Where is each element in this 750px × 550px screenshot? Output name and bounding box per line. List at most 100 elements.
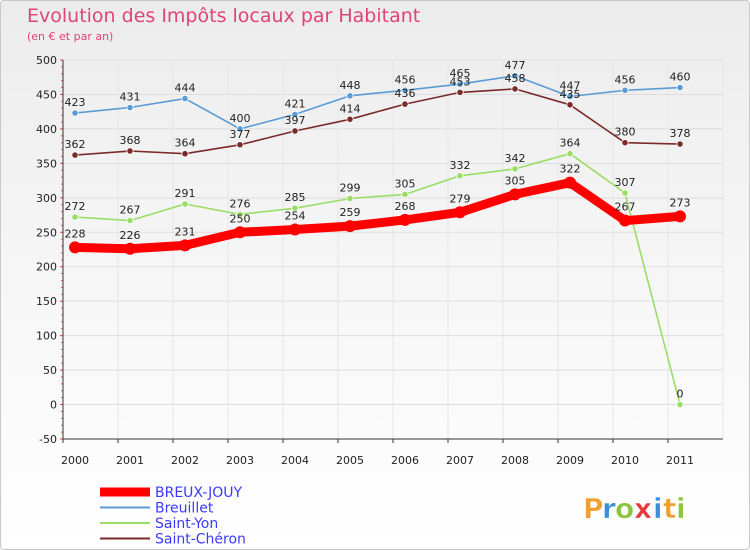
value-label-breux-jouy: 268 — [395, 200, 416, 213]
point-saint-ch-ron — [181, 150, 189, 158]
y-tick-label: 300 — [36, 192, 57, 205]
value-label-saint-ch-ron: 377 — [230, 128, 251, 141]
value-label-saint-ch-ron: 364 — [175, 137, 196, 150]
y-tick-label: -50 — [39, 433, 57, 446]
value-label-saint-yon: 0 — [677, 388, 684, 401]
point-saint-ch-ron — [456, 88, 464, 96]
series-line-saint-ch-ron — [74, 88, 681, 156]
point-breux-jouy — [509, 188, 521, 201]
series-layer — [69, 72, 686, 409]
point-breux-jouy — [289, 223, 301, 236]
value-label-saint-yon: 272 — [65, 200, 86, 213]
value-label-saint-ch-ron: 435 — [560, 88, 581, 101]
series-line-breuillet — [74, 75, 681, 130]
value-label-breuillet: 444 — [175, 82, 196, 95]
y-tick-label: 400 — [36, 123, 57, 136]
value-label-breux-jouy: 228 — [65, 227, 86, 240]
value-label-breuillet: 465 — [450, 67, 471, 80]
point-breuillet — [401, 86, 409, 94]
value-label-saint-yon: 276 — [230, 197, 251, 210]
proxiti-logo: Pr o x i t i — [583, 492, 686, 526]
logo-letter: t — [663, 492, 676, 525]
legend-label-saint-yon: Saint-Yon — [155, 516, 218, 532]
x-tick-label: 2002 — [171, 454, 199, 467]
point-breux-jouy — [179, 239, 191, 252]
y-tick-label: 450 — [36, 88, 57, 101]
logo-letter: i — [676, 492, 686, 525]
y-tick-label: 50 — [43, 364, 57, 377]
point-breux-jouy — [124, 242, 136, 255]
value-label-saint-yon: 305 — [395, 177, 416, 190]
value-label-breux-jouy: 322 — [560, 163, 581, 176]
value-label-saint-yon: 291 — [175, 187, 196, 200]
point-saint-ch-ron — [126, 147, 134, 155]
value-label-saint-yon: 342 — [505, 152, 526, 165]
x-tick-label: 2001 — [116, 454, 144, 467]
logo-letter: o — [615, 492, 634, 525]
point-saint-ch-ron — [236, 141, 244, 149]
x-tick-label: 2006 — [391, 454, 419, 467]
point-saint-yon — [511, 165, 519, 173]
value-label-saint-yon: 267 — [120, 204, 141, 217]
value-label-saint-ch-ron: 458 — [505, 72, 526, 85]
point-saint-yon — [676, 400, 684, 409]
value-label-saint-ch-ron: 368 — [120, 134, 141, 147]
point-breuillet — [456, 80, 464, 88]
point-breux-jouy — [399, 213, 411, 226]
value-label-breux-jouy: 231 — [175, 225, 196, 238]
value-label-saint-ch-ron: 378 — [670, 127, 691, 140]
point-breux-jouy — [69, 241, 81, 254]
value-label-saint-yon: 332 — [450, 159, 471, 172]
x-tick-label: 2009 — [556, 454, 584, 467]
point-saint-ch-ron — [401, 100, 409, 108]
x-tick-label: 2010 — [611, 454, 639, 467]
point-saint-yon — [456, 172, 464, 180]
data-labels: 423 431 444 400 421 448 456 465 477 447 456 460 362 3… — [65, 59, 691, 401]
x-tick-label: 2011 — [666, 454, 694, 467]
point-breuillet — [71, 109, 79, 117]
x-tick-label: 2005 — [336, 454, 364, 467]
value-label-breuillet: 431 — [120, 91, 141, 104]
value-label-saint-yon: 299 — [340, 182, 361, 195]
axes: -50 0 50 100 150 200 250 300 350 400 450 500 2000 200… — [36, 54, 723, 467]
point-saint-ch-ron — [346, 115, 354, 123]
value-label-saint-ch-ron: 362 — [65, 138, 86, 151]
logo-letter: P — [583, 492, 604, 525]
y-tick-label: 350 — [36, 157, 57, 170]
x-tick-label: 2007 — [446, 454, 474, 467]
logo-letter: r — [602, 492, 616, 525]
value-label-saint-yon: 285 — [285, 191, 306, 204]
point-breuillet — [126, 103, 134, 112]
logo-letter: i — [653, 492, 663, 525]
point-saint-yon — [291, 204, 299, 212]
x-tick-label: 2000 — [61, 454, 89, 467]
point-saint-yon — [71, 213, 79, 221]
point-breuillet — [236, 125, 244, 133]
point-saint-ch-ron — [71, 151, 79, 159]
y-tick-label: 200 — [36, 261, 57, 274]
point-breux-jouy — [619, 214, 631, 227]
point-breux-jouy — [344, 220, 356, 233]
point-saint-ch-ron — [621, 139, 629, 147]
value-label-saint-yon: 364 — [560, 137, 581, 150]
x-tick-label: 2004 — [281, 454, 309, 467]
value-label-breux-jouy: 259 — [340, 206, 361, 219]
value-label-saint-ch-ron: 414 — [340, 102, 361, 115]
value-label-saint-ch-ron: 436 — [395, 87, 416, 100]
point-breuillet — [676, 83, 684, 92]
point-breux-jouy — [564, 176, 576, 189]
chart-subtitle: (en € et par an) — [27, 30, 113, 43]
point-saint-ch-ron — [291, 127, 299, 135]
legend-label-breuillet: Breuillet — [155, 501, 214, 517]
y-tick-label: 150 — [36, 295, 57, 308]
value-label-saint-ch-ron: 380 — [615, 126, 636, 139]
value-label-breuillet: 448 — [340, 79, 361, 92]
value-label-breuillet: 447 — [560, 80, 581, 93]
value-label-breuillet: 460 — [670, 71, 691, 84]
value-label-breuillet: 456 — [395, 73, 416, 86]
series-line-saint-yon — [74, 152, 681, 406]
series-line-breux-jouy — [70, 178, 685, 254]
point-saint-yon — [566, 150, 574, 158]
